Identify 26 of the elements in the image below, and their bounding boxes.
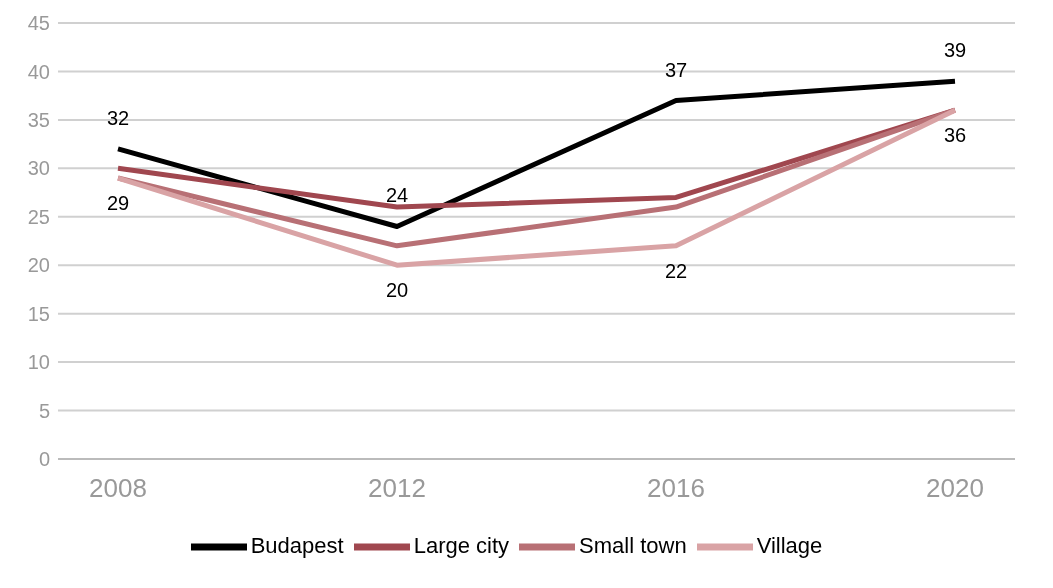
y-tick-label: 15 — [27, 302, 50, 325]
y-tick-label: 10 — [27, 351, 50, 374]
legend-label: Budapest — [250, 532, 344, 558]
data-label: 20 — [385, 279, 409, 302]
y-tick-label: 5 — [38, 399, 50, 422]
legend-label: Village — [756, 532, 823, 558]
y-tick-label: 0 — [38, 448, 50, 471]
x-tick-label: 2016 — [647, 473, 705, 504]
y-tick-label: 20 — [27, 254, 50, 277]
y-tick-label: 30 — [27, 157, 50, 180]
data-label: 29 — [106, 192, 130, 215]
data-label: 32 — [106, 106, 130, 129]
legend-label: Large city — [413, 532, 510, 558]
data-label: 22 — [664, 259, 688, 282]
y-tick-label: 45 — [27, 12, 50, 35]
x-tick-label: 2020 — [926, 473, 984, 504]
legend-label: Small town — [579, 532, 687, 558]
data-label: 24 — [385, 184, 409, 207]
x-tick-label: 2012 — [368, 473, 426, 504]
y-tick-label: 25 — [27, 205, 50, 228]
y-tick-label: 35 — [27, 108, 50, 131]
data-label: 37 — [664, 58, 688, 81]
x-tick-label: 2008 — [89, 473, 147, 504]
data-label: 36 — [943, 124, 967, 147]
y-tick-label: 40 — [27, 60, 50, 83]
data-label: 39 — [943, 39, 967, 62]
